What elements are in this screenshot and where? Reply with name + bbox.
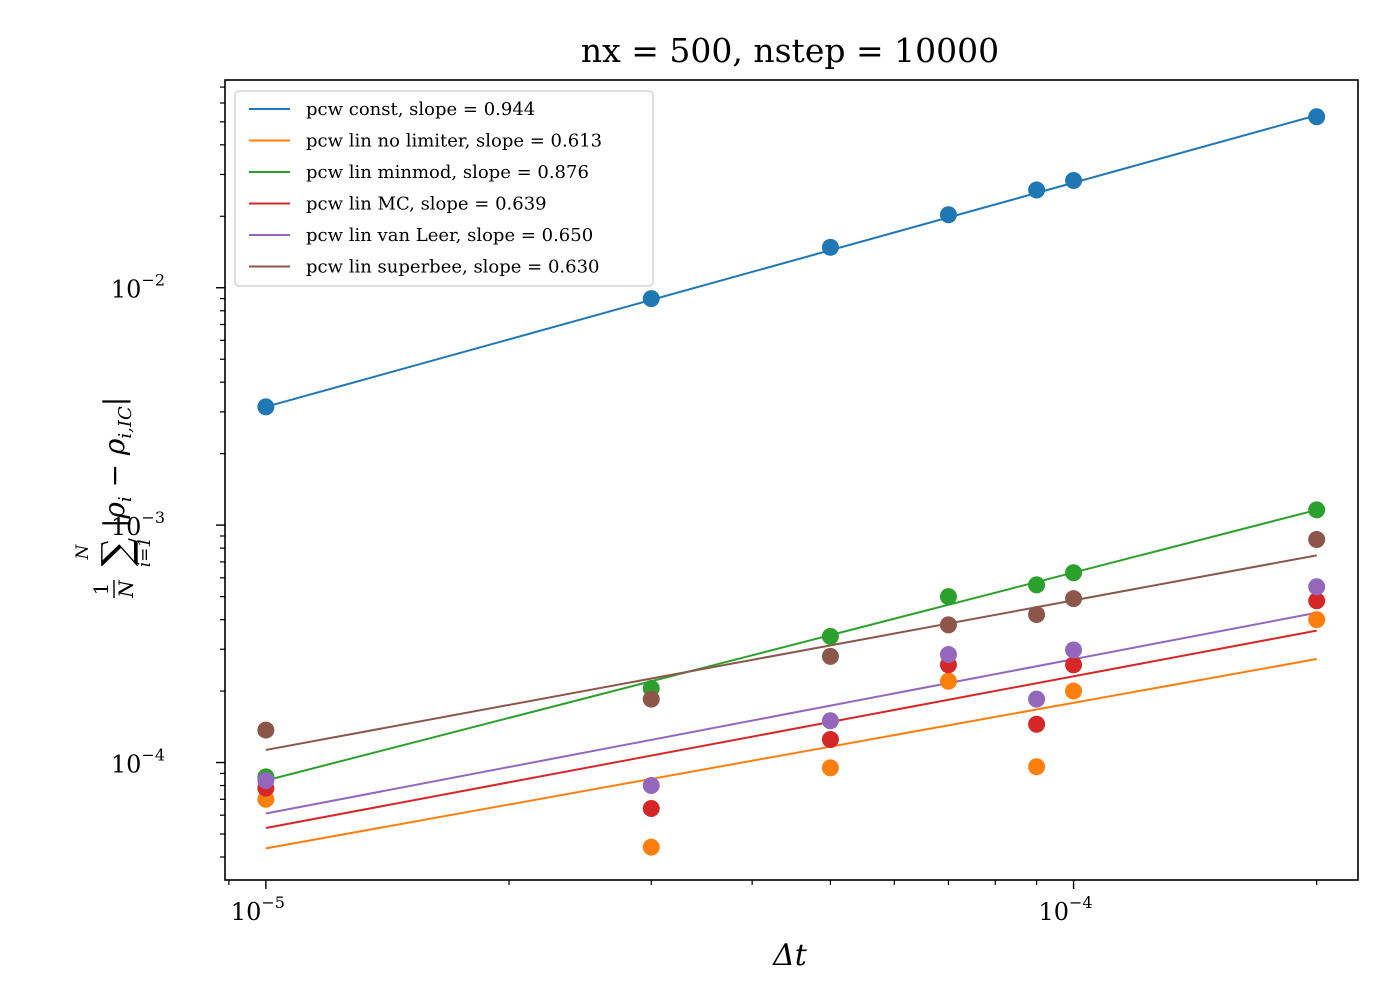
y-label-frac-num: 1 — [89, 583, 113, 596]
data-point-series-2 — [821, 627, 839, 645]
data-point-series-4 — [642, 777, 660, 795]
data-point-series-1 — [1028, 758, 1046, 776]
fit-line-series-0 — [265, 114, 1317, 408]
data-point-series-5 — [1308, 530, 1326, 548]
fit-line-series-5 — [265, 554, 1317, 751]
legend-label-series-3: pcw lin MC, slope = 0.639 — [306, 194, 547, 215]
fit-line-series-3 — [265, 629, 1317, 829]
x-tick-exponent: −5 — [261, 893, 285, 912]
x-axis-label: Δt — [772, 938, 808, 973]
y-tick-exponent: −4 — [141, 746, 165, 765]
data-point-series-0 — [1065, 171, 1083, 189]
data-point-series-0 — [642, 290, 660, 308]
data-point-series-0 — [1308, 108, 1326, 126]
data-point-series-5 — [939, 616, 957, 634]
y-axis-label: 1 N N ∑ i=1 |ρi − ρi,IC| — [73, 397, 155, 599]
data-point-series-0 — [821, 238, 839, 256]
plot-frame — [224, 79, 1359, 881]
data-point-series-4 — [821, 712, 839, 730]
fit-line-series-4 — [265, 611, 1317, 815]
legend-label-series-4: pcw lin van Leer, slope = 0.650 — [306, 225, 593, 246]
data-point-series-2 — [1065, 564, 1083, 582]
x-tick-label: 10−5 — [231, 893, 285, 926]
data-point-series-1 — [1308, 611, 1326, 629]
legend-label-series-2: pcw lin minmod, slope = 0.876 — [306, 162, 589, 183]
data-point-series-5 — [821, 647, 839, 665]
y-tick-label: 10−4 — [111, 746, 165, 779]
chart-title: nx = 500, nstep = 10000 — [581, 31, 999, 70]
data-point-series-5 — [257, 721, 275, 739]
data-point-series-1 — [821, 759, 839, 777]
data-point-series-3 — [1028, 715, 1046, 733]
fit-line-series-2 — [265, 508, 1317, 782]
y-tick-exponent: −3 — [141, 508, 165, 527]
data-point-series-2 — [1028, 576, 1046, 594]
legend: pcw const, slope = 0.944 pcw lin no limit… — [234, 90, 654, 287]
y-tick-exponent: −2 — [141, 271, 165, 290]
data-point-series-4 — [939, 646, 957, 664]
data-point-series-5 — [1028, 606, 1046, 624]
data-point-series-5 — [642, 690, 660, 708]
data-point-series-4 — [1065, 641, 1083, 659]
data-point-series-4 — [1028, 690, 1046, 708]
legend-label-series-0: pcw const, slope = 0.944 — [306, 99, 535, 120]
data-markers — [257, 108, 1326, 856]
y-label-sum-sign: ∑ — [94, 537, 140, 566]
data-point-series-4 — [1308, 578, 1326, 596]
legend-entries: pcw const, slope = 0.944 pcw lin no limit… — [249, 99, 602, 278]
y-label-sum-top: N — [73, 543, 93, 560]
data-point-series-0 — [939, 206, 957, 224]
legend-box — [234, 90, 654, 287]
data-point-series-3 — [821, 731, 839, 749]
data-point-series-3 — [1065, 656, 1083, 674]
data-point-series-1 — [939, 672, 957, 690]
y-label-sum-bottom: i=1 — [135, 537, 155, 568]
fit-lines — [265, 114, 1317, 850]
y-label-expression: |ρi − ρi,IC| — [98, 397, 136, 528]
data-point-series-1 — [642, 838, 660, 856]
data-point-series-1 — [1065, 682, 1083, 700]
x-tick-exponent: −4 — [1069, 893, 1093, 912]
data-point-series-0 — [1028, 181, 1046, 199]
data-point-series-2 — [939, 588, 957, 606]
data-point-series-0 — [257, 398, 275, 416]
data-point-series-4 — [257, 772, 275, 790]
data-point-series-3 — [1308, 592, 1326, 610]
data-point-series-2 — [1308, 501, 1326, 519]
data-point-series-3 — [642, 800, 660, 818]
data-point-series-5 — [1065, 590, 1083, 608]
y-label-frac-den: N — [114, 579, 138, 599]
legend-label-series-5: pcw lin superbee, slope = 0.630 — [306, 257, 600, 278]
legend-label-series-1: pcw lin no limiter, slope = 0.613 — [306, 131, 602, 152]
fit-line-series-1 — [265, 658, 1317, 850]
